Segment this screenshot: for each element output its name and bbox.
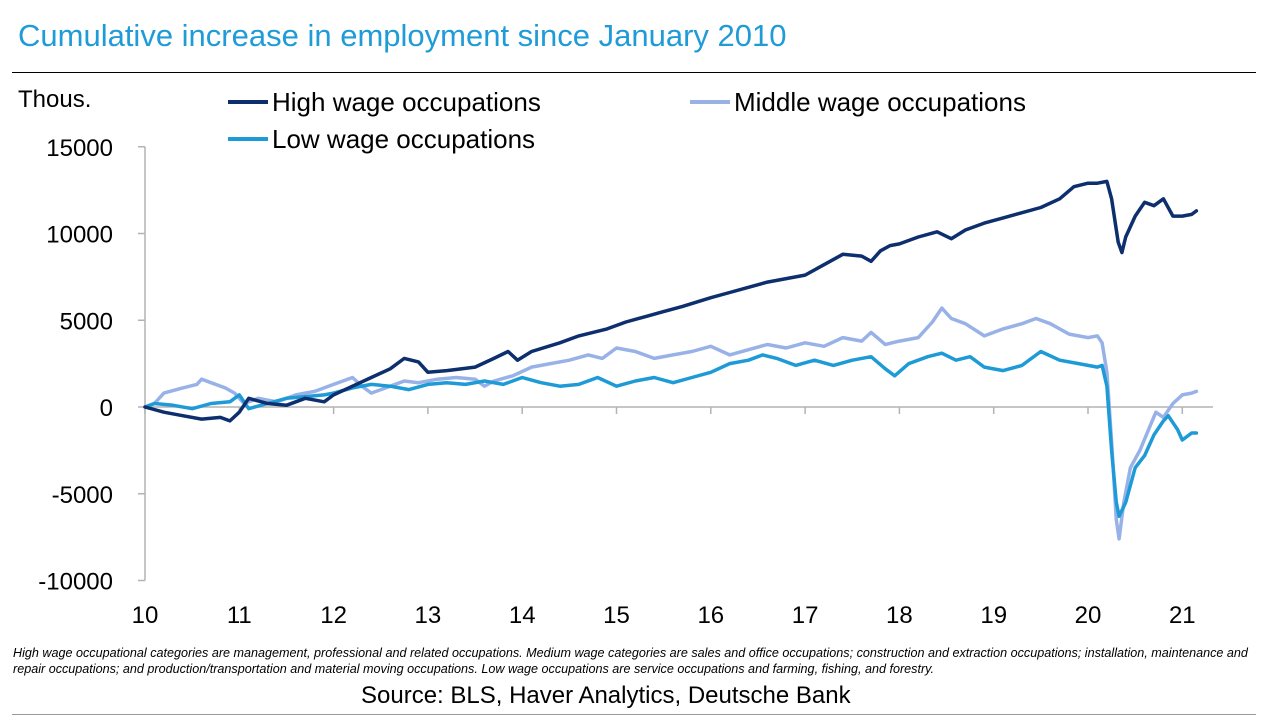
y-tick-label: 0 bbox=[100, 395, 113, 422]
series-line-high-wage-occupations bbox=[143, 179, 1199, 423]
footnote: High wage occupational categories are ma… bbox=[13, 646, 1248, 676]
bottom-divider bbox=[12, 714, 1256, 715]
x-tick-label: 20 bbox=[1075, 602, 1102, 629]
chart-axes: 15000 10000 5000 0 -5000 -10000 10 11 12 13 14 15 16… bbox=[38, 135, 1213, 629]
y-tick-label: -10000 bbox=[38, 569, 113, 596]
y-tick-label: -5000 bbox=[52, 482, 113, 509]
title-divider bbox=[12, 72, 1256, 73]
x-tick-label: 11 bbox=[227, 602, 252, 629]
x-tick-label: 21 bbox=[1169, 602, 1196, 629]
x-tick-label: 17 bbox=[792, 602, 819, 629]
x-tick-label: 12 bbox=[320, 602, 347, 629]
series-line-low-wage-occupations bbox=[143, 349, 1199, 519]
x-tick-label: 18 bbox=[886, 602, 913, 629]
series-line-middle-wage-occupations bbox=[143, 306, 1199, 541]
legend-label-middle-wage-occupations: Middle wage occupations bbox=[734, 87, 1026, 117]
chart-title: Cumulative increase in employment since … bbox=[18, 18, 787, 53]
y-tick-label: 10000 bbox=[46, 222, 113, 249]
source-note: Source: BLS, Haver Analytics, Deutsche B… bbox=[361, 682, 851, 709]
legend-label-low-wage-occupations: Low wage occupations bbox=[272, 124, 535, 154]
chart-legend: High wage occupations Middle wage occupat… bbox=[228, 87, 1026, 154]
x-tick-label: 19 bbox=[980, 602, 1007, 629]
x-tick-label: 13 bbox=[415, 602, 442, 629]
x-tick-label: 14 bbox=[509, 602, 536, 629]
y-tick-label: 15000 bbox=[46, 135, 113, 162]
y-tick-label: 5000 bbox=[60, 308, 113, 335]
chart-series bbox=[143, 179, 1199, 541]
x-tick-label: 16 bbox=[697, 602, 724, 629]
y-axis-unit-label: Thous. bbox=[18, 86, 91, 113]
x-tick-label: 10 bbox=[132, 602, 159, 629]
x-tick-label: 15 bbox=[603, 602, 630, 629]
legend-label-high-wage-occupations: High wage occupations bbox=[272, 87, 541, 117]
